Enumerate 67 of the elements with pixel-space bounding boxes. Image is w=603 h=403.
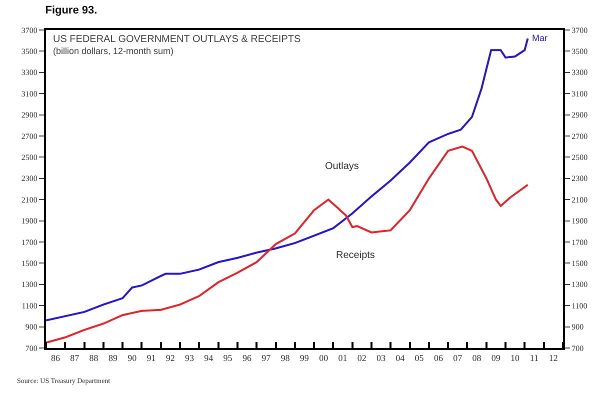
annotation: Mar	[532, 33, 548, 43]
chart-subtitle: US FEDERAL GOVERNMENT OUTLAYS & RECEIPTS	[53, 34, 301, 45]
y-tick-label: 1900	[21, 216, 38, 226]
x-tick-label: 96	[242, 352, 252, 363]
y-tick-label: 3100	[21, 89, 38, 98]
y2-tick-label: 900	[572, 322, 584, 332]
x-tick-label: 06	[434, 352, 444, 363]
y2-tick-label: 2700	[572, 132, 588, 141]
x-tick-label: 00	[319, 352, 329, 363]
chart-title: Figure 93.	[45, 4, 98, 17]
y2-tick-label: 1100	[572, 301, 588, 310]
x-tick-label: 91	[146, 352, 156, 363]
y-tick-label: 1100	[22, 301, 38, 310]
y-tick-label: 3300	[21, 68, 38, 78]
x-tick-label: 01	[338, 352, 348, 363]
x-tick-label: 97	[262, 352, 272, 363]
x-tick-label: 99	[300, 352, 310, 363]
y2-tick-label: 2300	[572, 174, 588, 184]
y-tick-label: 2100	[21, 195, 38, 204]
x-tick-label: 04	[396, 352, 406, 363]
y2-tick-label: 1900	[572, 216, 588, 226]
x-tick-label: 87	[70, 352, 80, 363]
line-series	[46, 146, 529, 344]
y2-tick-label: 3700	[572, 26, 588, 35]
line-series	[46, 37, 529, 322]
y-tick-label: 3700	[21, 26, 38, 35]
x-tick-label: 94	[204, 352, 214, 363]
x-tick-label: 95	[223, 352, 233, 363]
y-tick-label: 2900	[21, 110, 38, 120]
x-tick-label: 89	[108, 352, 118, 363]
y2-tick-label: 2900	[572, 110, 588, 120]
y-tick-label: 2500	[21, 153, 38, 162]
y-tick-label: 1700	[21, 238, 38, 247]
x-tick-label: 03	[376, 352, 386, 363]
y2-tick-label: 1500	[572, 259, 588, 268]
x-tick-label: 09	[491, 352, 501, 363]
y2-tick-label: 700	[572, 344, 584, 353]
series-label: Receipts	[336, 250, 375, 261]
y2-tick-label: 3100	[572, 89, 588, 98]
x-tick-label: 05	[414, 352, 424, 363]
y2-tick-label: 1300	[572, 280, 588, 290]
y-tick-label: 2700	[21, 132, 38, 141]
text: Outlays	[325, 161, 359, 172]
y-tick-label: 900	[25, 322, 38, 332]
y2-tick-label: 1700	[572, 238, 588, 247]
y-tick-label: 1500	[21, 259, 38, 268]
y2-tick-label: 3500	[572, 47, 588, 56]
x-tick-label: 93	[185, 352, 195, 363]
x-tick-label: 88	[89, 352, 99, 363]
x-tick-label: 11	[530, 352, 539, 363]
x-tick-label: 98	[280, 352, 290, 363]
x-tick-label: 86	[50, 352, 60, 363]
y-tick-label: 1300	[21, 280, 38, 290]
y-tick-label: 3500	[21, 47, 38, 56]
annotation: (billion dollars, 12-month sum)	[53, 46, 174, 56]
x-tick-label: 07	[453, 352, 463, 363]
x-tick-label: 12	[548, 352, 558, 363]
x-tick-label: 10	[510, 352, 520, 363]
x-tick-label: 90	[128, 352, 138, 363]
x-tick-label: 92	[166, 352, 175, 363]
x-tick-label: 08	[472, 352, 482, 363]
y2-tick-label: 2100	[572, 195, 588, 204]
x-tick-label: 02	[357, 352, 366, 363]
y-tick-label: 700	[25, 344, 38, 353]
y2-tick-label: 2500	[572, 153, 588, 162]
y-tick-label: 2300	[21, 174, 38, 184]
y2-tick-label: 3300	[572, 68, 588, 78]
